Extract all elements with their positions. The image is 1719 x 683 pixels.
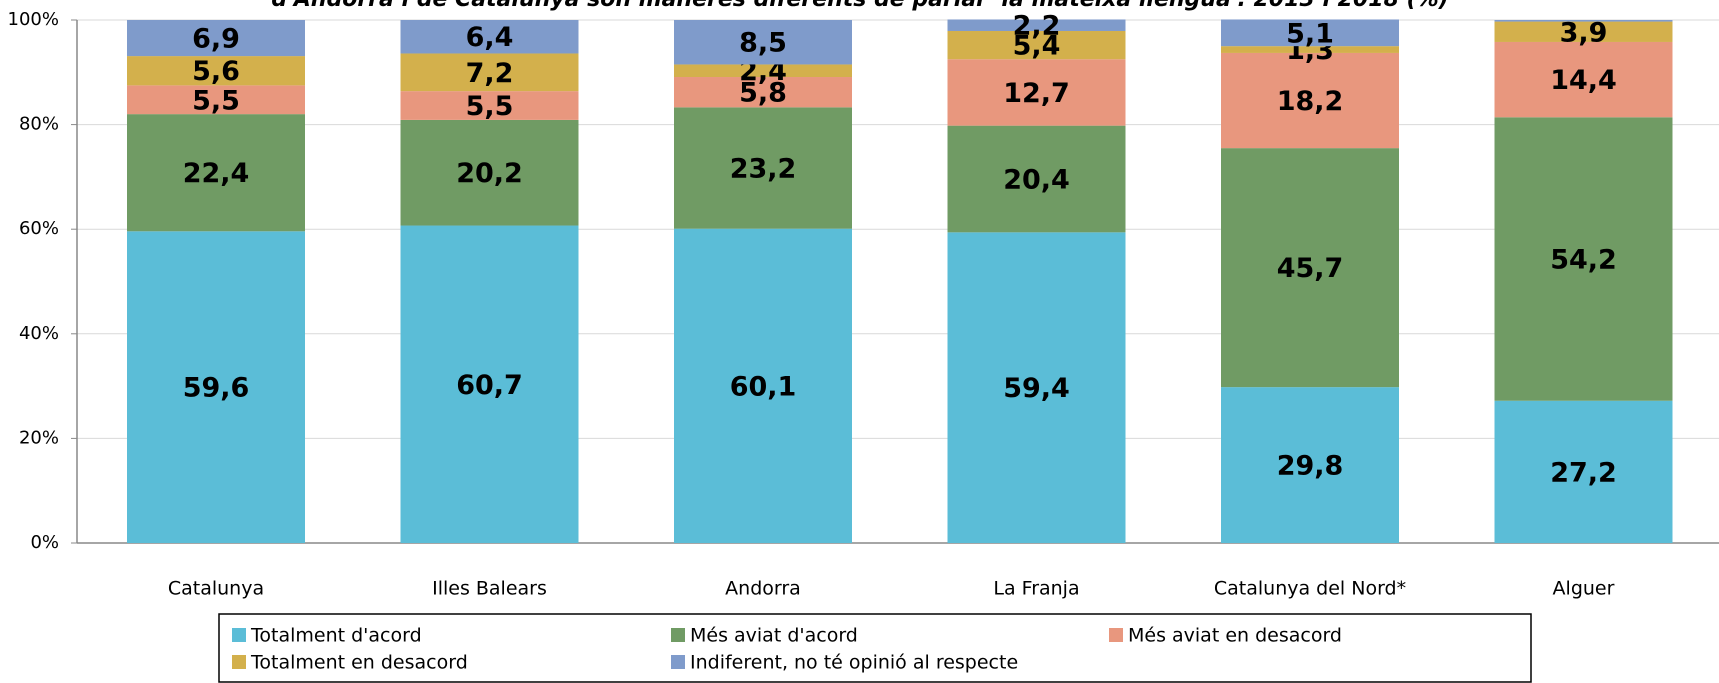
bar-segment [674,107,852,229]
bar-segment [400,91,579,120]
legend-label: Indiferent, no té opinió al respecte [690,652,1018,674]
bar-segment [1221,19,1399,47]
legend-swatch [671,628,685,642]
bar-segment [947,30,1126,60]
legend-label: Totalment en desacord [250,652,468,674]
chart-title: d'Andorra i de Catalunya són maneres dif… [271,0,1448,12]
x-tick-label: La Franja [993,578,1079,600]
legend-box [218,613,1532,683]
bar-segment [1494,117,1673,401]
data-label: 5,1 [1286,18,1334,49]
bar-segment [400,20,579,54]
legend-label: Més aviat en desacord [1128,625,1342,647]
bar-segment [1221,387,1399,543]
data-label: 8,5 [739,28,787,59]
data-label: 59,4 [1003,373,1070,404]
data-label: 27,2 [1550,457,1617,488]
data-label: 2,2 [1013,11,1061,42]
data-label: 22,4 [183,158,250,189]
data-label: 54,2 [1550,245,1617,276]
data-label: 3,9 [1560,17,1608,48]
bar-segment [1494,20,1673,22]
data-label: 5,4 [1013,31,1061,62]
data-label: 20,4 [1003,164,1070,195]
bar-segment [674,64,852,78]
bar-segment [1221,46,1399,53]
data-label: 60,1 [730,371,797,402]
x-tick-label: Catalunya del Nord* [1214,578,1406,600]
data-label: 6,9 [192,24,240,55]
data-label: 6,4 [466,22,514,53]
data-label: 59,6 [183,373,250,404]
data-label: 29,8 [1277,451,1344,482]
data-label: 23,2 [730,154,797,185]
bar-segment [1221,52,1399,149]
bar-segment [674,228,852,543]
bar-segment [947,59,1126,126]
bar-segment [400,225,579,543]
data-label: 45,7 [1277,253,1344,284]
data-label: 18,2 [1277,86,1344,117]
data-label: 5,5 [192,85,240,116]
legend-swatch [671,655,685,669]
bar-segment [1494,21,1673,42]
legend-swatch [232,655,246,669]
bar-segment [674,20,852,65]
legend-label: Més aviat d'acord [690,625,858,647]
data-label: 12,7 [1003,78,1070,109]
data-label: 20,2 [456,158,523,189]
legend-label: Totalment d'acord [250,625,422,647]
y-tick-label: 60% [19,218,59,239]
y-tick-label: 100% [8,9,59,30]
x-tick-label: Illes Balears [432,578,547,600]
legend-swatch [1109,628,1123,642]
legend-swatch [232,628,246,642]
bar-segment [1494,400,1673,543]
bar-segment [947,19,1126,31]
bar-segment [947,125,1126,233]
bar-segment [1221,148,1399,388]
x-tick-label: Alguer [1553,578,1615,600]
data-label: 5,8 [739,78,787,109]
bar-segment [127,114,305,232]
y-tick-label: 40% [19,323,59,344]
data-label: 5,5 [466,91,514,122]
bar-segment [127,20,305,57]
bar-segment [400,53,579,92]
data-label: 5,6 [192,56,240,87]
data-label: 14,4 [1550,65,1617,96]
bar-segment [947,232,1126,543]
bar-segment [674,77,852,108]
y-tick-label: 0% [30,532,59,553]
data-label: 60,7 [456,370,523,401]
bar-segment [1494,41,1673,118]
x-tick-label: Catalunya [168,578,264,600]
y-tick-label: 20% [19,427,59,448]
bar-segment [127,56,305,86]
data-label: 7,2 [466,58,514,89]
x-tick-label: Andorra [725,578,801,600]
bar-segment [400,119,579,226]
bar-segment [127,85,305,115]
bar-segment [127,231,305,544]
y-tick-label: 80% [19,114,59,135]
